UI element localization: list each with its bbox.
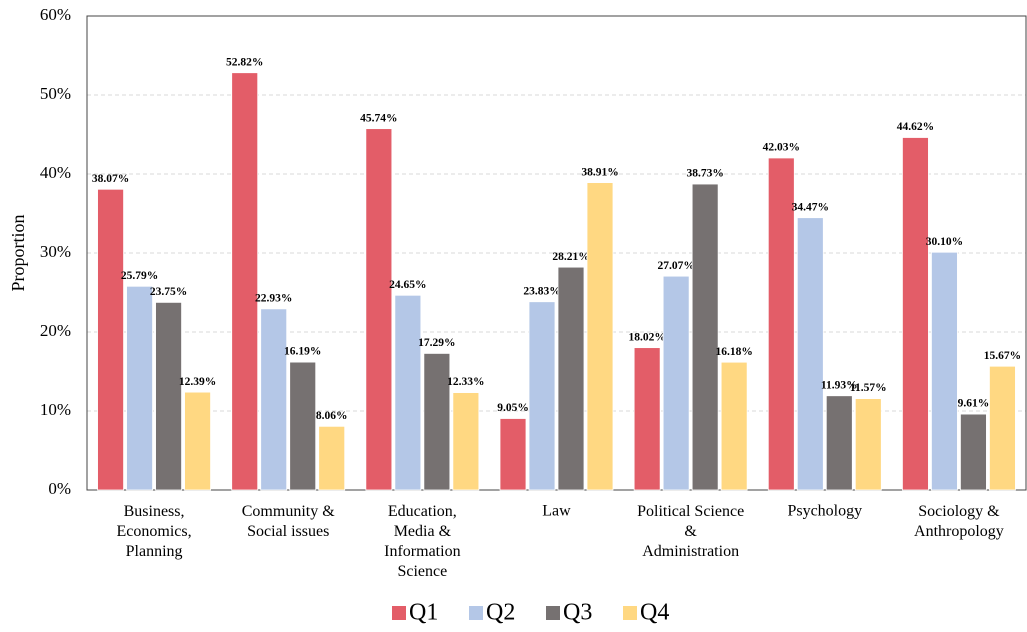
value-label: 45.74%	[360, 112, 397, 124]
bar	[960, 413, 987, 491]
bar	[557, 266, 585, 491]
y-tick-label: 40%	[40, 163, 71, 182]
bar	[796, 217, 824, 491]
bar	[633, 347, 661, 491]
value-label: 17.29%	[418, 337, 455, 349]
y-axis-label: Proportion	[8, 214, 28, 291]
value-label: 38.73%	[686, 168, 723, 180]
value-label: 23.75%	[150, 286, 187, 298]
legend-label: Q1	[409, 600, 438, 626]
value-label: 16.19%	[284, 346, 321, 358]
value-label: 44.62%	[897, 121, 934, 133]
value-label: 52.82%	[226, 56, 263, 68]
value-label: 25.79%	[121, 270, 158, 282]
x-tick-label: Psychology	[787, 503, 862, 520]
value-label: 11.57%	[850, 382, 887, 394]
x-tick-label: Business, Economics, Planning	[117, 503, 192, 560]
bar	[854, 398, 882, 491]
bar	[767, 157, 795, 491]
value-label: 27.07%	[657, 260, 694, 272]
y-tick-label: 50%	[40, 84, 71, 103]
value-label: 16.18%	[715, 346, 752, 358]
bar	[720, 361, 748, 491]
legend-swatch	[392, 606, 406, 620]
value-label: 23.83%	[523, 285, 560, 297]
bar	[931, 251, 958, 491]
bar	[662, 275, 690, 491]
bar	[184, 391, 211, 491]
value-label: 12.39%	[179, 376, 216, 388]
value-label: 30.10%	[926, 236, 963, 248]
x-tick-label: Sociology & Anthropology	[914, 503, 1004, 540]
bar	[394, 294, 422, 491]
bar	[586, 182, 614, 491]
x-tick-label: Community & Social issues	[242, 503, 335, 540]
legend-label: Q3	[563, 600, 592, 626]
legend-swatch	[623, 606, 637, 620]
value-label: 34.47%	[792, 201, 829, 213]
legend-swatch	[469, 606, 483, 620]
y-tick-label: 30%	[40, 242, 71, 261]
bar	[989, 365, 1016, 491]
value-label: 11.93%	[821, 379, 858, 391]
value-label: 42.03%	[763, 142, 800, 154]
y-tick-label: 10%	[40, 400, 71, 419]
bar	[318, 425, 346, 491]
value-label: 12.33%	[447, 376, 484, 388]
y-tick-label: 20%	[40, 321, 71, 340]
bar	[126, 285, 153, 491]
bar	[97, 188, 124, 491]
value-label: 28.21%	[552, 251, 589, 263]
bar	[902, 137, 929, 491]
bar	[691, 183, 719, 491]
bar	[528, 301, 556, 491]
x-tick-label: Political Science & Administration	[637, 503, 744, 560]
bar	[423, 353, 451, 491]
bar	[289, 361, 317, 491]
legend-label: Q4	[640, 600, 669, 626]
y-tick-label: 0%	[48, 479, 71, 498]
legend-label: Q2	[486, 600, 515, 626]
y-tick-label: 60%	[40, 5, 71, 24]
bar	[365, 128, 393, 491]
value-label: 8.06%	[316, 410, 348, 422]
bar	[260, 308, 288, 491]
value-label: 9.05%	[497, 402, 529, 414]
value-label: 15.67%	[984, 350, 1021, 362]
legend-swatch	[546, 606, 560, 620]
value-label: 38.91%	[581, 166, 618, 178]
bar	[825, 395, 853, 491]
bar	[499, 418, 527, 491]
value-label: 24.65%	[389, 279, 426, 291]
value-label: 22.93%	[255, 292, 292, 304]
value-label: 9.61%	[958, 398, 990, 410]
bar	[155, 301, 182, 491]
x-tick-label: Law	[542, 503, 571, 520]
bar	[231, 72, 259, 491]
value-label: 38.07%	[92, 173, 129, 185]
bar	[452, 392, 480, 491]
x-tick-label: Education, Media & Information Science	[384, 503, 460, 580]
value-label: 18.02%	[628, 331, 665, 343]
